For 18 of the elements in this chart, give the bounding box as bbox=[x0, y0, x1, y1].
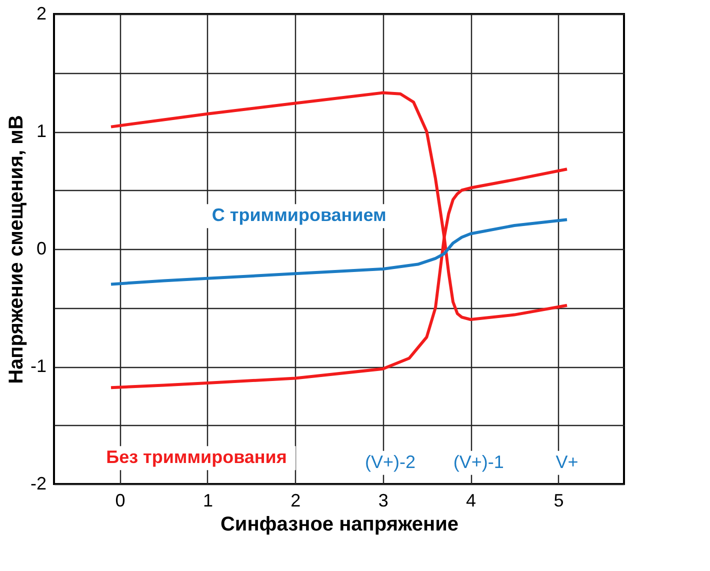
annotation: (V+)-1 bbox=[453, 452, 504, 472]
annotation: Без триммирования bbox=[106, 447, 287, 468]
annotation: V+ bbox=[556, 452, 578, 472]
annotation: (V+)-2 bbox=[365, 452, 416, 472]
x-tick-label: 3 bbox=[378, 490, 388, 510]
x-tick-label: 4 bbox=[466, 490, 476, 510]
y-axis-title: Напряжение смещения, мВ bbox=[5, 115, 28, 384]
y-tick-label: -1 bbox=[30, 356, 46, 376]
y-tick-label: 0 bbox=[36, 238, 46, 258]
y-tick-label: 1 bbox=[36, 121, 46, 141]
x-axis-title: Синфазное напряжение bbox=[220, 514, 459, 536]
x-tick-label: 2 bbox=[290, 490, 301, 510]
y-tick-label: -2 bbox=[30, 474, 46, 494]
y-tick-label: 2 bbox=[36, 4, 46, 24]
x-tick-label: 5 bbox=[554, 490, 564, 510]
x-tick-label: 0 bbox=[115, 490, 126, 510]
annotation: С триммированием bbox=[212, 205, 386, 226]
x-tick-label: 1 bbox=[202, 490, 213, 510]
